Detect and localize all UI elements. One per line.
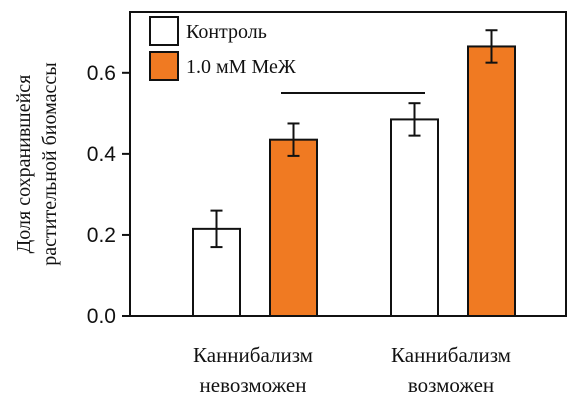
legend-label-control: Контроль: [186, 21, 267, 43]
bars: [192, 29, 516, 317]
x-category-label-1: Каннибализм невозможен: [193, 343, 313, 397]
y-tick-label: 0.0: [87, 305, 116, 328]
legend-label-mej: 1.0 мМ МеЖ: [186, 56, 296, 78]
x-category-label-2: Каннибализм возможен: [391, 343, 511, 397]
legend-swatch-control: [149, 16, 179, 46]
x-category-label-line: Каннибализм: [391, 343, 511, 367]
x-category-label-line: невозможен: [200, 373, 307, 397]
y-tick-label: 0.2: [87, 224, 116, 247]
y-axis-label: Доля сохранившейся растительной биомассы: [13, 62, 61, 265]
x-category-label-line: возможен: [408, 373, 494, 397]
y-axis-ticks: 0.0 0.2 0.4 0.6: [87, 62, 130, 328]
y-axis-label-line: растительной биомассы: [39, 62, 61, 265]
labels: Доля сохранившейся растительной биомассы К…: [13, 62, 511, 397]
legend: Контроль 1.0 мМ МеЖ: [149, 16, 296, 81]
bar-mej-group-1: [269, 138, 318, 317]
plot-frame: [129, 11, 567, 317]
y-tick-label: 0.4: [87, 143, 117, 166]
y-tick-label: 0.6: [87, 62, 116, 85]
legend-swatch-mej: [149, 51, 179, 81]
plot-area: [129, 11, 567, 317]
bar-mej-group-2: [467, 45, 516, 317]
bar-control-group-2: [390, 118, 439, 317]
y-axis-label-line: Доля сохранившейся: [13, 75, 35, 254]
x-category-label-line: Каннибализм: [193, 343, 313, 367]
